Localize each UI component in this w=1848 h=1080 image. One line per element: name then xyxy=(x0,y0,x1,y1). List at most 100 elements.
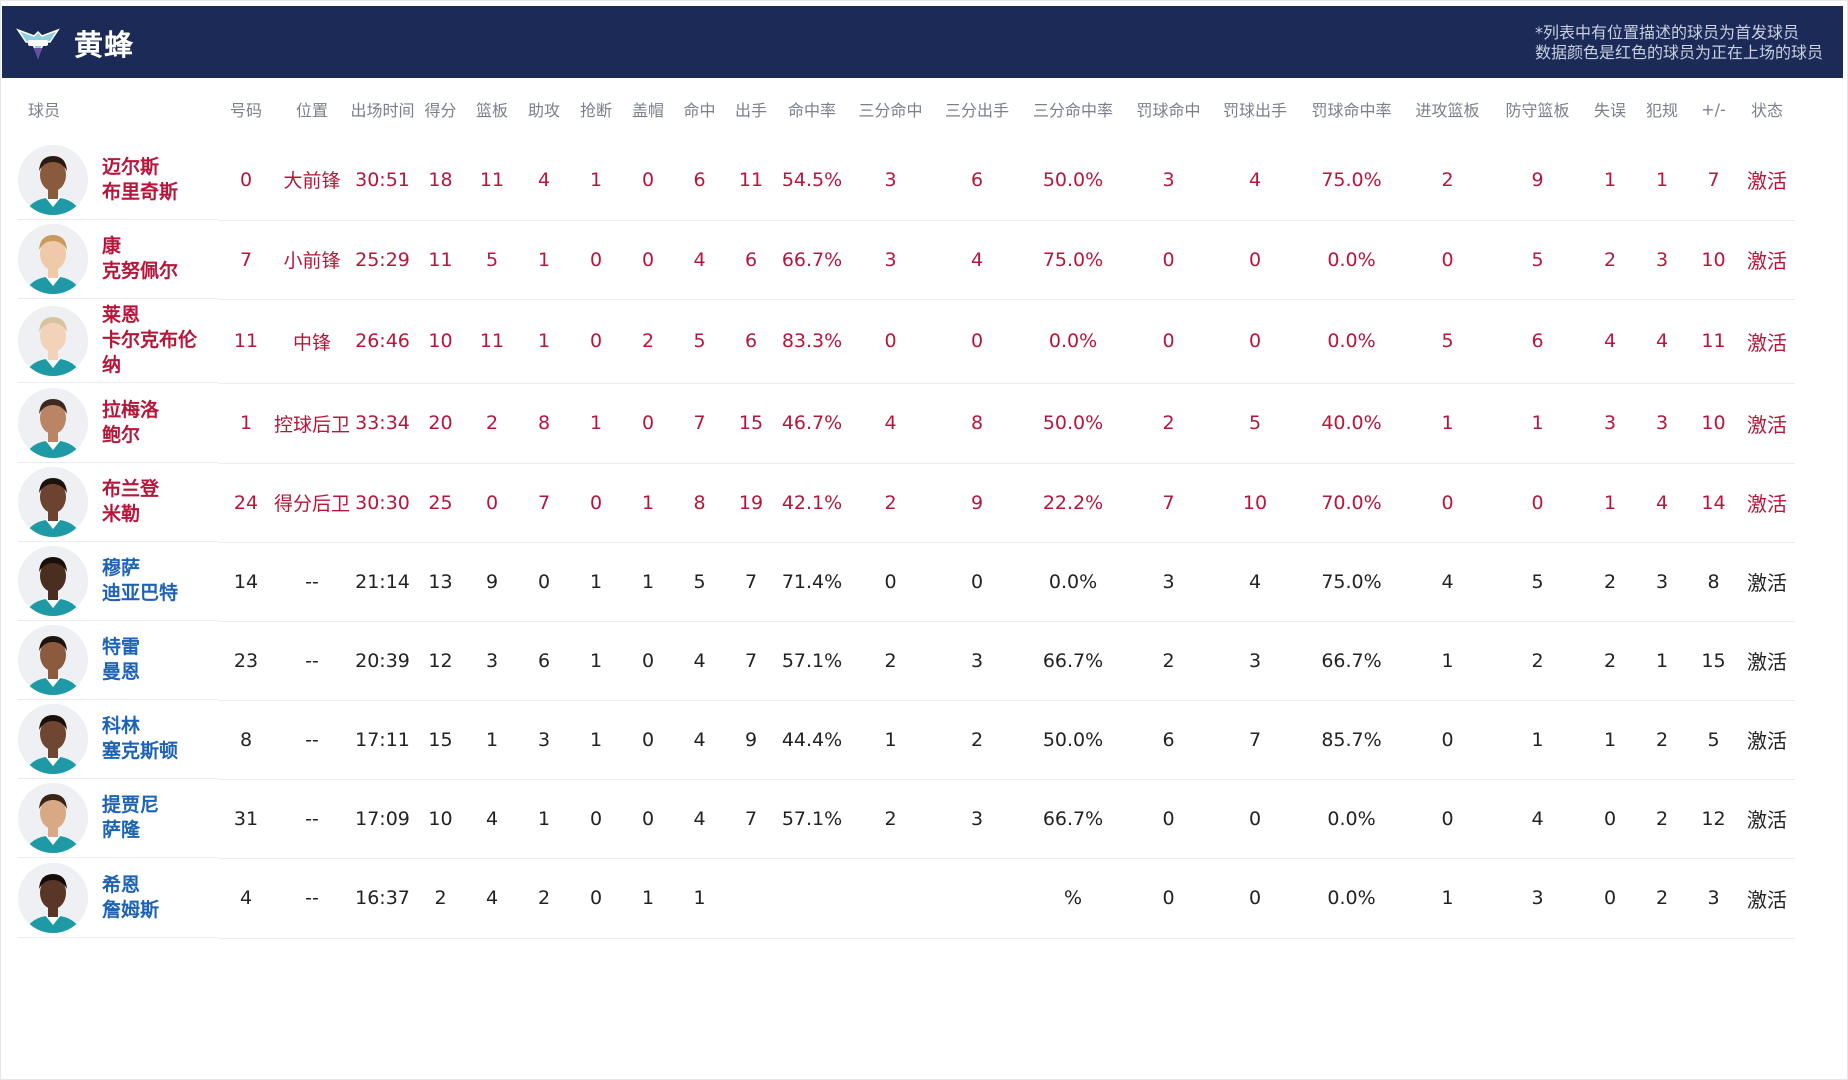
player-cell[interactable]: 莱恩 卡尔克布伦纳 xyxy=(0,299,218,383)
player-avatar[interactable] xyxy=(18,305,88,376)
column-header[interactable]: 犯规 xyxy=(1646,101,1679,120)
column-header[interactable]: 三分命中 xyxy=(858,101,923,120)
status-cell: 激活 xyxy=(1739,463,1796,543)
player-cell[interactable]: 特雷 曼恩 xyxy=(0,621,218,700)
player-row[interactable]: 穆萨 迪亚巴特 14 -- 21:14 13 9 0 1 1 5 7 71.4% 0 0 0.0% 3 4 75.0… xyxy=(0,542,1796,622)
column-header[interactable]: 出场时间 xyxy=(350,101,415,120)
stat-cell: 11 xyxy=(415,220,467,300)
player-avatar[interactable] xyxy=(18,625,88,695)
stat-cell: 3 xyxy=(1584,383,1637,464)
stat-cell: 9 xyxy=(466,542,519,622)
player-name-line: 特雷 xyxy=(102,636,141,658)
player-name[interactable]: 特雷 曼恩 xyxy=(102,635,140,685)
player-avatar[interactable] xyxy=(18,704,88,774)
player-name[interactable]: 科林 塞克斯顿 xyxy=(102,714,178,764)
stat-cell: 5 xyxy=(1211,383,1300,464)
column-header[interactable]: 罚球出手 xyxy=(1223,101,1288,120)
player-name[interactable]: 布兰登 米勒 xyxy=(102,477,159,527)
stat-cell: 0 xyxy=(570,858,623,939)
stat-cell: 0 xyxy=(622,779,675,859)
player-row[interactable]: 迈尔斯 布里奇斯 0 大前锋 30:51 18 11 4 1 0 6 11 54.5% 3 6 50.0% 3 4… xyxy=(0,140,1796,221)
player-name[interactable]: 康克努佩尔 xyxy=(102,234,178,284)
player-avatar[interactable] xyxy=(18,224,88,294)
column-header[interactable]: 抢断 xyxy=(580,101,613,120)
player-name[interactable]: 迈尔斯 布里奇斯 xyxy=(102,155,178,205)
column-header[interactable]: 助攻 xyxy=(528,101,561,120)
player-row[interactable]: 提贾尼 萨隆 31 -- 17:09 10 4 1 0 0 4 7 57.1% 2 3 66.7% 0 0 0.0%… xyxy=(0,779,1796,859)
player-cell[interactable]: 迈尔斯 布里奇斯 xyxy=(0,140,218,220)
stat-cell: 7 xyxy=(218,220,274,300)
stat-cell: 5 xyxy=(1688,700,1740,780)
stat-cell: 0.0% xyxy=(1299,299,1405,384)
stat-cell: 42.1% xyxy=(777,463,848,543)
stat-cell: 15 xyxy=(725,383,778,464)
player-cell[interactable]: 康克努佩尔 xyxy=(0,220,218,299)
column-header[interactable]: 状态 xyxy=(1751,101,1784,120)
stat-cell: 15 xyxy=(1688,621,1740,701)
player-row[interactable]: 布兰登 米勒 24 得分后卫 30:30 25 0 7 0 1 8 19 42.1% 2 9 22.2% 7 10… xyxy=(0,463,1796,543)
column-header[interactable]: 命中 xyxy=(683,101,716,120)
stat-cell: 17:11 xyxy=(350,700,416,780)
column-header[interactable]: 防守篮板 xyxy=(1505,101,1570,120)
column-header[interactable]: 号码 xyxy=(229,101,262,120)
stat-cell: 得分后卫 xyxy=(274,463,351,543)
column-header[interactable]: 得分 xyxy=(424,101,457,120)
player-row[interactable]: 特雷 曼恩 23 -- 20:39 12 3 6 1 0 4 7 57.1% 2 3 66.7% 2 3 66.7%… xyxy=(0,621,1796,701)
stat-cell: 2 xyxy=(1636,858,1689,939)
column-header[interactable]: 进攻篮板 xyxy=(1415,101,1480,120)
player-cell[interactable]: 科林 塞克斯顿 xyxy=(0,700,218,779)
stat-cell: 0 xyxy=(1211,220,1300,300)
team-name: 黄蜂 xyxy=(74,28,135,62)
status-cell: 激活 xyxy=(1739,140,1796,221)
stat-cell: 0 xyxy=(622,383,675,464)
stat-cell: 6 xyxy=(1491,299,1585,384)
column-header[interactable]: 三分出手 xyxy=(945,101,1010,120)
player-row[interactable]: 康克努佩尔 7 小前锋 25:29 11 5 1 0 0 4 6 66.7% 3 4 75.0% 0 0 0.0%… xyxy=(0,220,1796,300)
column-header[interactable]: 位置 xyxy=(296,101,329,120)
player-avatar[interactable] xyxy=(18,467,88,537)
column-header[interactable]: 出手 xyxy=(735,101,768,120)
player-avatar[interactable] xyxy=(18,144,88,215)
stat-cell: 66.7% xyxy=(1020,779,1127,859)
player-name[interactable]: 希恩 詹姆斯 xyxy=(102,873,159,923)
player-name-line: 米勒 xyxy=(102,503,141,525)
player-avatar[interactable] xyxy=(18,862,88,933)
player-cell[interactable]: 提贾尼 萨隆 xyxy=(0,779,218,858)
player-row[interactable]: 拉梅洛 鲍尔 1 控球后卫 33:34 20 2 8 1 0 7 15 46.7% 4 8 50.0% 2 5 40… xyxy=(0,383,1796,464)
column-header[interactable]: 罚球命中 xyxy=(1136,101,1201,120)
column-header[interactable]: 命中率 xyxy=(788,101,837,120)
column-header[interactable]: 盖帽 xyxy=(632,101,665,120)
stat-cell: 8 xyxy=(674,463,726,543)
column-header[interactable]: 篮板 xyxy=(476,101,509,120)
player-cell[interactable]: 希恩 詹姆斯 xyxy=(0,858,218,938)
player-cell[interactable]: 穆萨 迪亚巴特 xyxy=(0,542,218,621)
player-row[interactable]: 科林 塞克斯顿 8 -- 17:11 15 1 3 1 0 4 9 44.4% 1 2 50.0% 6 7 85.7… xyxy=(0,700,1796,780)
player-name[interactable]: 提贾尼 萨隆 xyxy=(102,793,159,843)
player-info: 布兰登 米勒 xyxy=(18,463,218,542)
column-header[interactable]: 失误 xyxy=(1594,101,1627,120)
stat-cell: 1 xyxy=(218,383,274,464)
column-header[interactable]: +/- xyxy=(1701,99,1726,119)
player-avatar[interactable] xyxy=(18,783,88,853)
stat-cell: 7 xyxy=(725,621,778,701)
column-header[interactable]: 球员 xyxy=(28,101,61,120)
player-name[interactable]: 穆萨 迪亚巴特 xyxy=(102,556,178,606)
stat-cell: 大前锋 xyxy=(274,140,351,221)
player-name[interactable]: 莱恩 卡尔克布伦纳 xyxy=(102,303,197,378)
player-avatar[interactable] xyxy=(18,546,88,616)
stat-cell: 0 xyxy=(1211,779,1300,859)
player-cell[interactable]: 布兰登 米勒 xyxy=(0,463,218,542)
player-row[interactable]: 莱恩 卡尔克布伦纳 11 中锋 26:46 10 11 1 0 2 5 6 83.3% 0 0 0.0% 0 0 0… xyxy=(0,299,1796,384)
player-name-line: 莱恩 xyxy=(102,304,141,326)
stat-cell: 0 xyxy=(218,140,274,221)
stat-cell: 50.0% xyxy=(1020,140,1127,221)
player-cell[interactable]: 拉梅洛 鲍尔 xyxy=(0,383,218,463)
player-avatar[interactable] xyxy=(18,387,88,458)
stat-cell: 3 xyxy=(934,779,1021,859)
stat-cell: 7 xyxy=(1126,463,1212,543)
player-name[interactable]: 拉梅洛 鲍尔 xyxy=(102,398,159,448)
column-header[interactable]: 罚球命中率 xyxy=(1311,101,1392,120)
player-info: 提贾尼 萨隆 xyxy=(18,779,218,858)
player-row[interactable]: 希恩 詹姆斯 4 -- 16:37 2 4 2 0 1 1% 0 0 0.0% 1 3 0 2 3 激活 xyxy=(0,858,1796,939)
column-header[interactable]: 三分命中率 xyxy=(1033,101,1114,120)
